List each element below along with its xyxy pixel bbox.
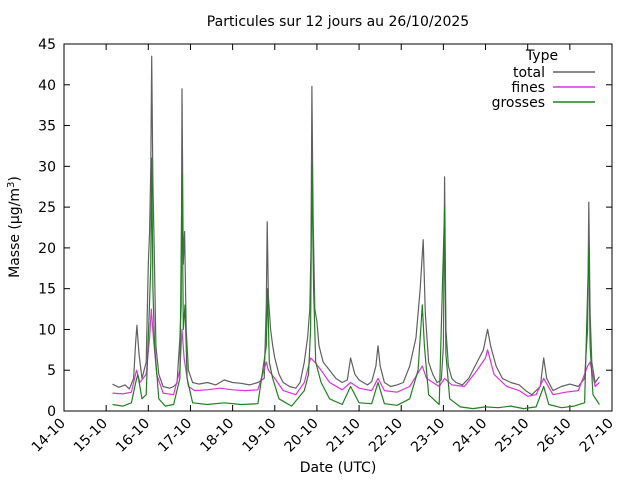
y-tick-label: 20 [38, 241, 56, 257]
legend-label-grosses: grosses [492, 95, 545, 111]
x-tick-label: 14-10 [29, 416, 69, 456]
legend-label-total: total [513, 65, 545, 81]
y-tick-label: 30 [38, 159, 56, 175]
x-tick-label: 27-10 [577, 416, 617, 456]
legend-title: Type [525, 48, 558, 64]
y-axis: 0 5 10 15 20 25 30 35 40 45 [38, 37, 612, 420]
y-tick-label: 5 [47, 363, 56, 379]
chart-title: Particules sur 12 jours au 26/10/2025 [207, 14, 469, 30]
x-tick-label: 21-10 [324, 416, 364, 456]
y-tick-label: 10 [38, 322, 56, 338]
y-tick-label: 25 [38, 200, 56, 216]
series-line-fines [112, 308, 600, 397]
x-tick-label: 19-10 [240, 416, 280, 456]
x-axis-label: Date (UTC) [300, 460, 377, 476]
x-tick-label: 16-10 [113, 416, 153, 456]
y-tick-label: 0 [47, 404, 56, 420]
y-tick-label: 40 [38, 78, 56, 94]
x-tick-label: 22-10 [366, 416, 406, 456]
x-tick-label: 23-10 [408, 416, 448, 456]
y-tick-label: 35 [38, 119, 56, 135]
legend-label-fines: fines [511, 80, 545, 96]
x-tick-label: 15-10 [71, 416, 111, 456]
plot-frame [63, 43, 613, 412]
series-lines [112, 55, 600, 410]
x-tick-label: 18-10 [197, 416, 237, 456]
x-tick-label: 26-10 [535, 416, 575, 456]
series-line-total [112, 55, 600, 396]
y-tick-label: 15 [38, 282, 56, 298]
series-line-grosses [112, 157, 600, 410]
x-tick-label: 17-10 [155, 416, 195, 456]
x-tick-label: 25-10 [492, 416, 532, 456]
y-tick-label: 45 [38, 37, 56, 53]
y-axis-label: Masse (µg/m3) [6, 176, 23, 278]
x-tick-label: 24-10 [450, 416, 490, 456]
x-tick-label: 20-10 [282, 416, 322, 456]
